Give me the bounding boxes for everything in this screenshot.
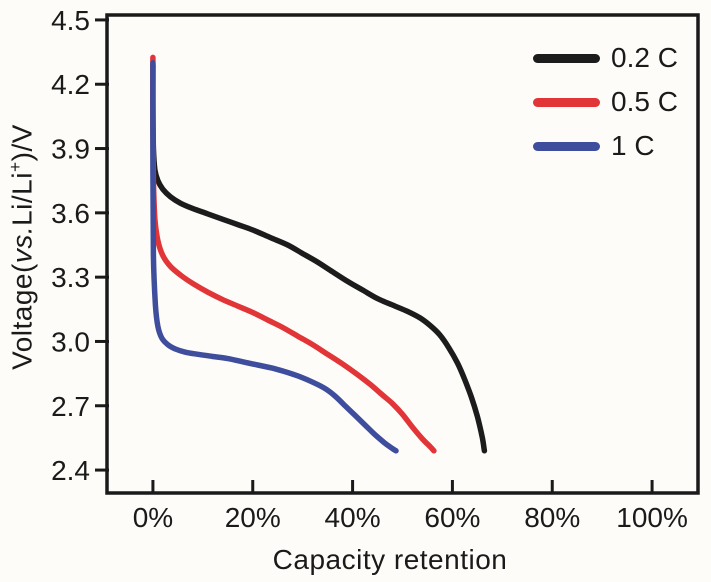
y-tick-label: 3.6 — [51, 198, 90, 229]
series-line-0.2-c — [150, 62, 488, 454]
x-tick-label: 100% — [616, 502, 688, 533]
legend-line-swatch — [533, 97, 600, 107]
y-tick-label: 3.0 — [51, 326, 90, 357]
y-axis-label-italic: vs. — [6, 225, 38, 264]
x-tick-label: 0% — [133, 502, 173, 533]
legend-line-swatch — [533, 141, 600, 151]
y-tick-label: 3.9 — [51, 134, 90, 165]
x-tick-label: 20% — [225, 502, 281, 533]
y-tick-label: 4.5 — [51, 5, 90, 36]
legend-item: 0.5 C — [533, 80, 678, 124]
legend-label: 0.2 C — [611, 42, 678, 73]
x-tick-label: 60% — [424, 502, 480, 533]
legend-item: 1 C — [533, 124, 678, 168]
legend-item: 0.2 C — [533, 36, 678, 80]
y-axis-label-part: Voltage( — [6, 263, 38, 370]
x-tick-label: 80% — [524, 502, 580, 533]
y-axis-label-superscript: + — [5, 161, 25, 173]
y-tick-label: 2.4 — [51, 455, 90, 486]
series-line-0.5-c — [150, 54, 437, 454]
series-line-1-c — [150, 60, 399, 454]
y-tick-label: 3.3 — [51, 262, 90, 293]
y-axis-label-part: Li/Li — [6, 172, 38, 226]
y-tick-label: 2.7 — [51, 391, 90, 422]
y-tick-label: 4.2 — [51, 69, 90, 100]
y-axis-label-part: )/V — [6, 124, 38, 162]
legend-label: 0.5 C — [611, 86, 678, 117]
legend-label: 1 C — [611, 130, 655, 161]
x-tick-label: 40% — [325, 502, 381, 533]
legend-line-swatch — [533, 53, 600, 63]
plot-frame — [105, 13, 700, 495]
x-axis-label: Capacity retention — [272, 544, 508, 575]
y-axis-label: Voltage(vs.Li/Li+)/V — [5, 47, 37, 447]
legend: 0.2 C 0.5 C 1 C — [533, 36, 678, 168]
